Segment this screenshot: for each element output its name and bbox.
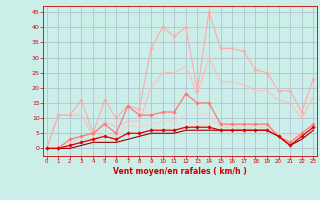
X-axis label: Vent moyen/en rafales ( km/h ): Vent moyen/en rafales ( km/h ) <box>113 167 247 176</box>
